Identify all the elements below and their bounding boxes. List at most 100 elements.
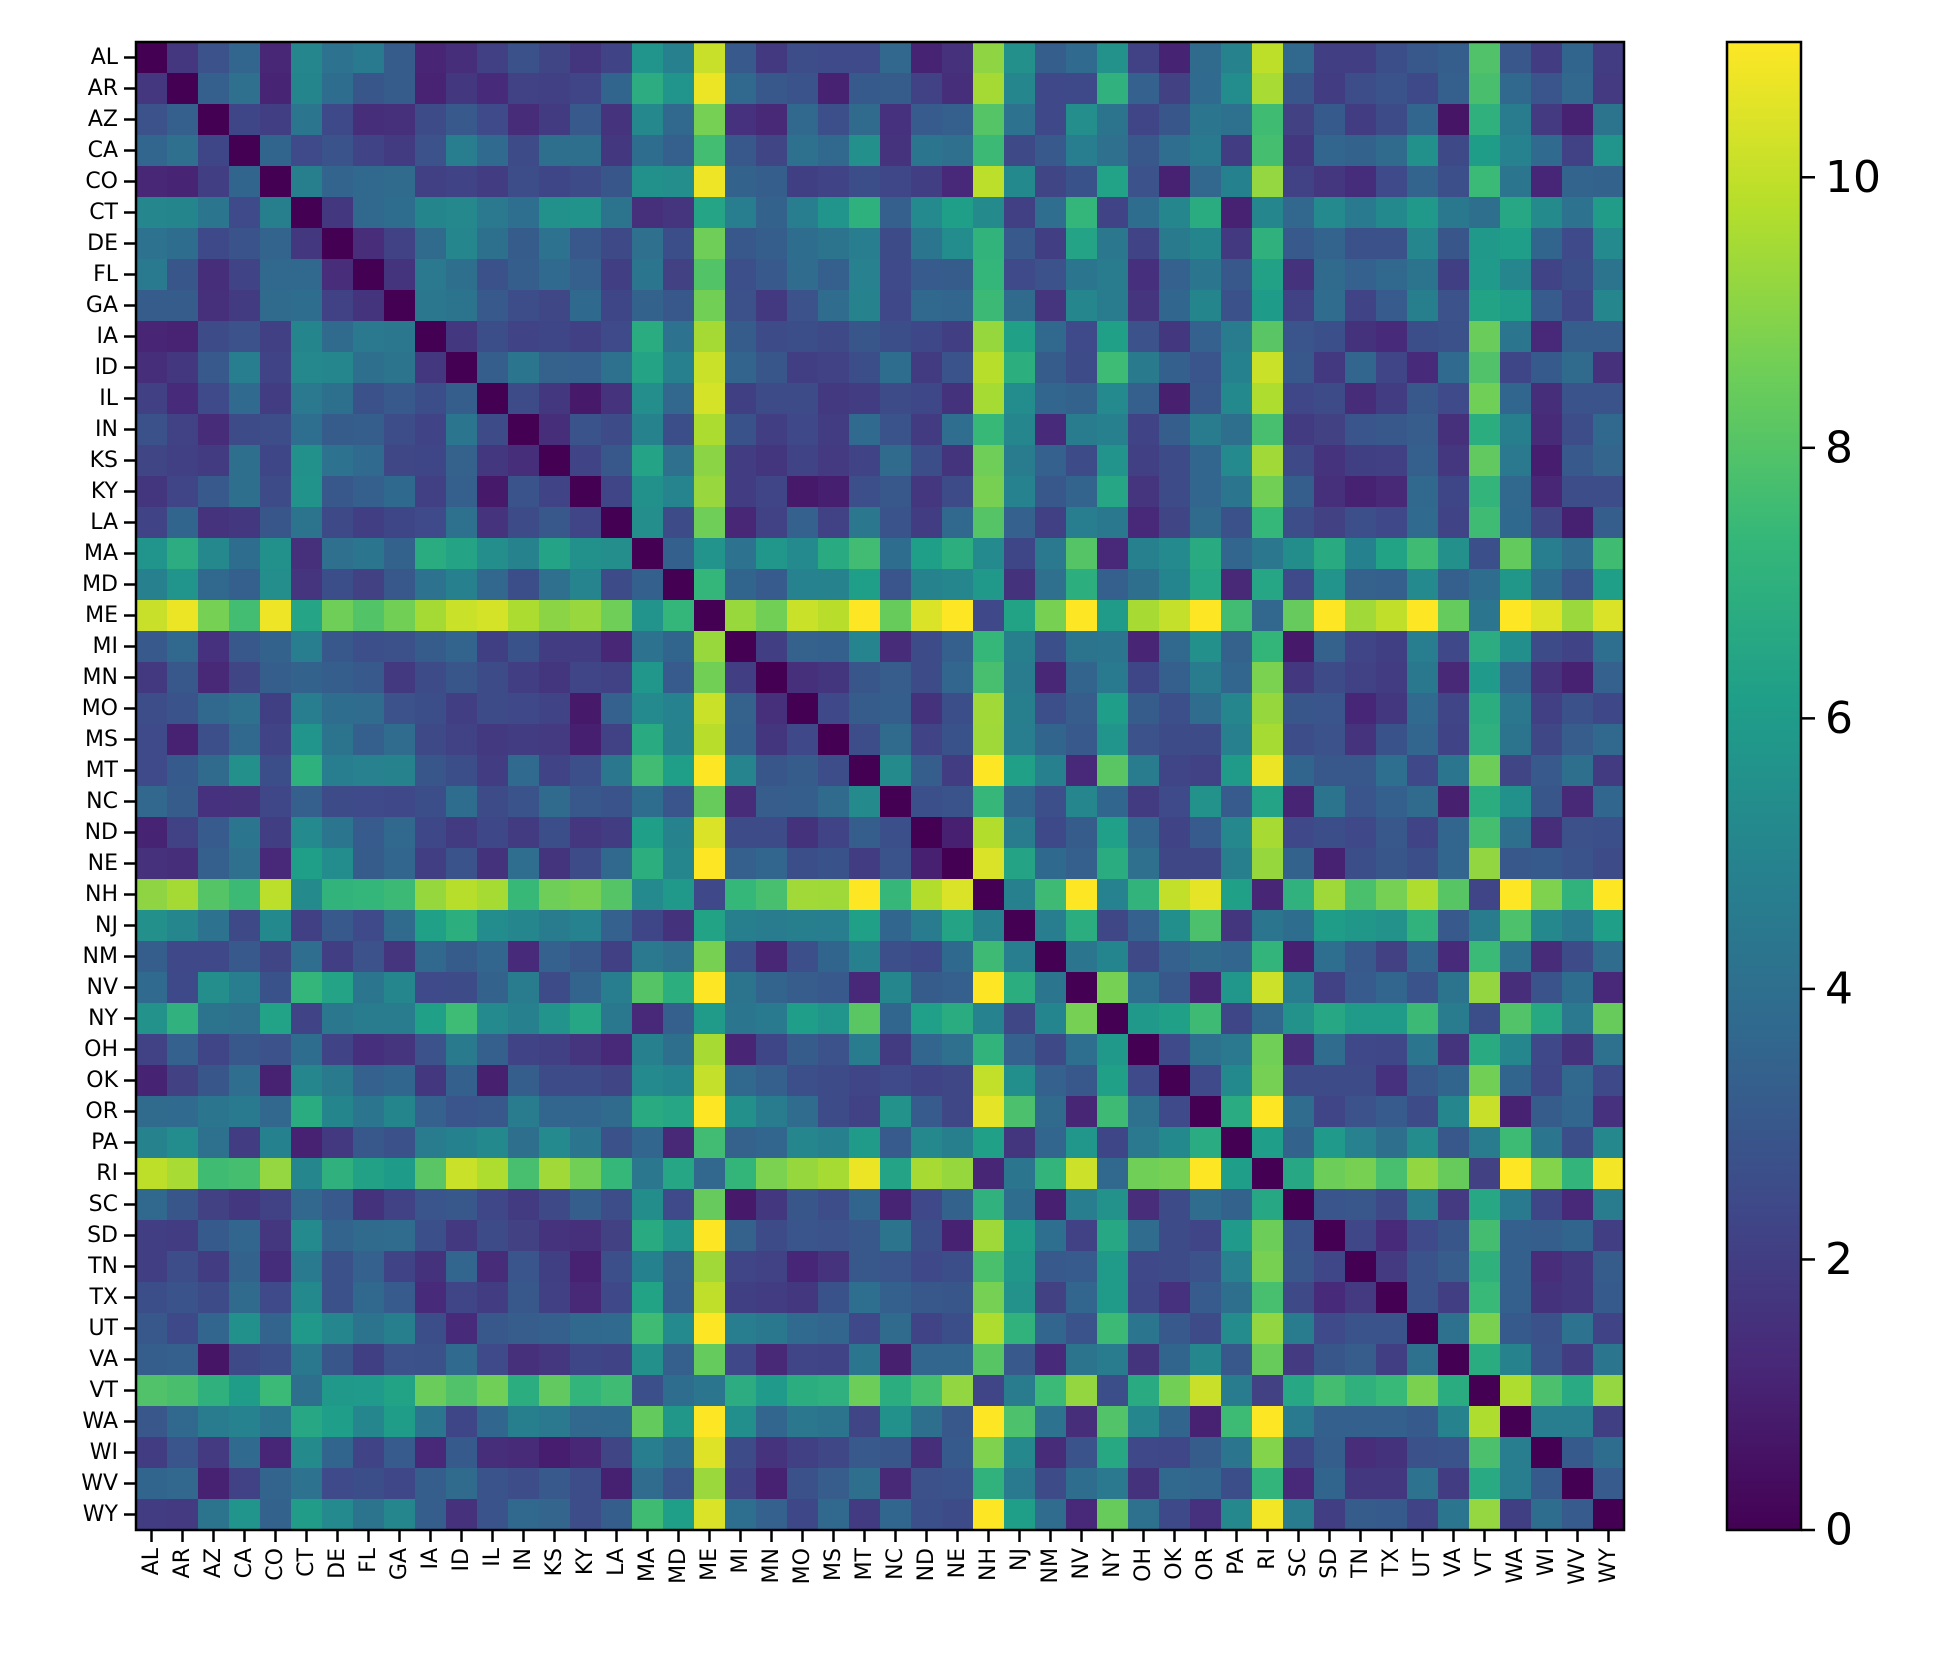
heatmap-cell bbox=[353, 42, 385, 74]
heatmap-cell bbox=[167, 1003, 199, 1035]
heatmap-cell bbox=[167, 1034, 199, 1066]
heatmap-cell bbox=[694, 414, 726, 446]
heatmap-cell bbox=[415, 693, 447, 725]
heatmap-cell bbox=[322, 1313, 354, 1345]
heatmap-cell bbox=[353, 1065, 385, 1097]
heatmap-cell bbox=[1066, 1344, 1098, 1376]
heatmap-cell bbox=[353, 135, 385, 167]
heatmap-cell bbox=[167, 1065, 199, 1097]
heatmap-cell bbox=[1500, 538, 1532, 570]
heatmap-cell bbox=[756, 972, 788, 1004]
heatmap-cell bbox=[1314, 755, 1346, 787]
heatmap-cell bbox=[353, 228, 385, 260]
heatmap-cell bbox=[1004, 73, 1036, 105]
heatmap-cell bbox=[601, 1127, 633, 1159]
heatmap-cell bbox=[1407, 600, 1439, 632]
heatmap-cell bbox=[1314, 197, 1346, 229]
heatmap-cell bbox=[1407, 1189, 1439, 1221]
heatmap-cell bbox=[1066, 1251, 1098, 1283]
heatmap-cell bbox=[1407, 1096, 1439, 1128]
heatmap-cell bbox=[1593, 1313, 1625, 1345]
heatmap-cell bbox=[1252, 910, 1284, 942]
heatmap-cell bbox=[1376, 135, 1408, 167]
heatmap-cell bbox=[942, 1096, 974, 1128]
x-tick-label: IL bbox=[480, 1547, 505, 1566]
heatmap-cell bbox=[1593, 290, 1625, 322]
heatmap-cell bbox=[818, 972, 850, 1004]
heatmap-cell bbox=[1438, 352, 1470, 384]
heatmap-cell bbox=[1562, 755, 1594, 787]
heatmap-cell bbox=[725, 290, 757, 322]
heatmap-cell bbox=[601, 166, 633, 198]
heatmap-cell bbox=[1562, 1158, 1594, 1190]
y-tick-label: PA bbox=[91, 1130, 118, 1155]
y-tick-label: DE bbox=[87, 231, 118, 256]
heatmap-cell bbox=[663, 383, 695, 415]
heatmap-cell bbox=[973, 755, 1005, 787]
heatmap-cell bbox=[229, 972, 261, 1004]
heatmap-cell bbox=[601, 352, 633, 384]
heatmap-cell bbox=[1066, 1313, 1098, 1345]
heatmap-cell bbox=[849, 879, 881, 911]
heatmap-cell bbox=[632, 538, 664, 570]
heatmap-cell bbox=[694, 166, 726, 198]
heatmap-cell bbox=[1407, 879, 1439, 911]
heatmap-cell bbox=[539, 1158, 571, 1190]
heatmap-cell bbox=[260, 817, 292, 849]
heatmap-cell bbox=[880, 941, 912, 973]
heatmap-cell bbox=[415, 321, 447, 353]
heatmap-cell bbox=[694, 1437, 726, 1469]
x-tick-label: MI bbox=[728, 1548, 753, 1573]
heatmap-cell bbox=[1500, 817, 1532, 849]
heatmap-cell bbox=[663, 1127, 695, 1159]
x-tick-label: MS bbox=[821, 1548, 846, 1581]
heatmap-cell bbox=[539, 1468, 571, 1500]
heatmap-cell bbox=[570, 1189, 602, 1221]
heatmap-cell bbox=[942, 569, 974, 601]
heatmap-cell bbox=[725, 1096, 757, 1128]
heatmap-cell bbox=[1345, 1096, 1377, 1128]
heatmap-cell bbox=[1283, 197, 1315, 229]
heatmap-cell bbox=[167, 1499, 199, 1531]
heatmap-cell bbox=[1252, 1220, 1284, 1252]
heatmap-cell bbox=[787, 879, 819, 911]
heatmap-cell bbox=[539, 724, 571, 756]
heatmap-cell bbox=[167, 817, 199, 849]
heatmap-cell bbox=[322, 1065, 354, 1097]
heatmap-cell bbox=[694, 104, 726, 136]
heatmap-cell bbox=[1314, 569, 1346, 601]
heatmap-cell bbox=[477, 1158, 509, 1190]
heatmap-cell bbox=[415, 631, 447, 663]
heatmap-cell bbox=[1252, 1251, 1284, 1283]
heatmap-cell bbox=[1128, 1003, 1160, 1035]
heatmap-cell bbox=[539, 1344, 571, 1376]
heatmap-cell bbox=[1500, 1313, 1532, 1345]
heatmap-cell bbox=[1035, 383, 1067, 415]
heatmap-cell bbox=[260, 693, 292, 725]
heatmap-cell bbox=[508, 135, 540, 167]
heatmap-cell bbox=[1562, 817, 1594, 849]
heatmap-cell bbox=[1097, 166, 1129, 198]
heatmap-cell bbox=[322, 197, 354, 229]
heatmap-cell bbox=[1469, 321, 1501, 353]
heatmap-cell bbox=[1469, 972, 1501, 1004]
heatmap-cell bbox=[291, 662, 323, 694]
heatmap-cell bbox=[1438, 910, 1470, 942]
heatmap-cell bbox=[1314, 724, 1346, 756]
heatmap-cell bbox=[477, 104, 509, 136]
heatmap-cell bbox=[601, 1468, 633, 1500]
heatmap-cell bbox=[446, 1251, 478, 1283]
heatmap-cell bbox=[1438, 1158, 1470, 1190]
heatmap-cell bbox=[1438, 1251, 1470, 1283]
heatmap-cell bbox=[1345, 1344, 1377, 1376]
heatmap-cell bbox=[1159, 972, 1191, 1004]
heatmap-cell bbox=[632, 352, 664, 384]
heatmap-cell bbox=[787, 1127, 819, 1159]
heatmap-cell bbox=[601, 1003, 633, 1035]
heatmap-cell bbox=[1004, 197, 1036, 229]
heatmap-cell bbox=[1407, 1468, 1439, 1500]
heatmap-cell bbox=[508, 1499, 540, 1531]
heatmap-cell bbox=[167, 1437, 199, 1469]
heatmap-cell bbox=[1345, 1127, 1377, 1159]
heatmap-cell bbox=[1097, 259, 1129, 291]
